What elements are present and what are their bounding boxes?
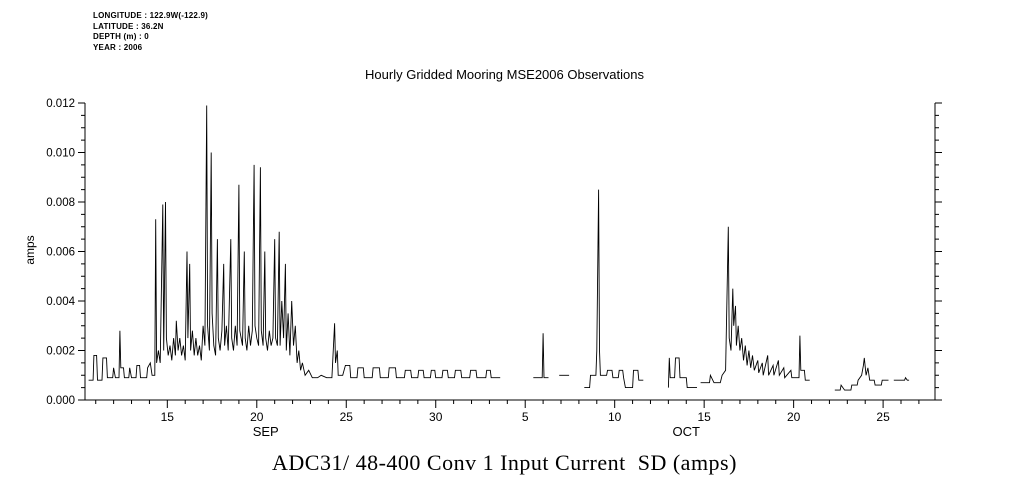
- meta-longitude: LONGITUDE : 122.9W(-122.9): [93, 11, 209, 20]
- y-tick-label: 0.002: [46, 346, 75, 358]
- x-tick-label: 20: [787, 410, 801, 424]
- y-tick-label: 0.012: [46, 98, 75, 110]
- meta-depth: DEPTH (m) : 0: [93, 32, 149, 41]
- x-tick-label: 15: [161, 410, 175, 424]
- meta-latitude: LATITUDE : 36.2N: [93, 21, 164, 31]
- y-tick-label: 0.000: [46, 395, 75, 407]
- meta-year: YEAR : 2006: [93, 42, 143, 52]
- x-tick-label: 30: [429, 410, 443, 424]
- data-line-segment: [584, 189, 644, 389]
- y-tick-label: 0.008: [46, 197, 75, 209]
- x-tick-label: 25: [340, 410, 354, 424]
- data-line-segment: [88, 105, 501, 381]
- data-line-segment: [700, 226, 810, 384]
- y-tick-label: 0.004: [46, 296, 75, 308]
- data-line-segment: [533, 333, 549, 379]
- data-line-segment: [893, 376, 910, 381]
- x-tick-label: 15: [697, 410, 711, 424]
- y-tick-label: 0.006: [46, 247, 75, 259]
- chart-caption: ADC31/ 48-400 Conv 1 Input Current SD (a…: [272, 450, 737, 475]
- plot-title: Hourly Gridded Mooring MSE2006 Observati…: [365, 67, 644, 82]
- station-metadata: LONGITUDE : 122.9W(-122.9) LATITUDE : 36…: [93, 11, 208, 53]
- data-line-segment: [667, 357, 697, 389]
- data-line-segment: [834, 357, 889, 391]
- x-tick-label: 10: [608, 410, 622, 424]
- x-tick-label: 20: [250, 410, 264, 424]
- x-tick-label: 25: [876, 410, 890, 424]
- month-label: OCT: [673, 424, 701, 439]
- month-label: SEP: [253, 424, 279, 439]
- x-tick-label: 5: [522, 410, 529, 424]
- y-tick-label: 0.010: [46, 148, 75, 160]
